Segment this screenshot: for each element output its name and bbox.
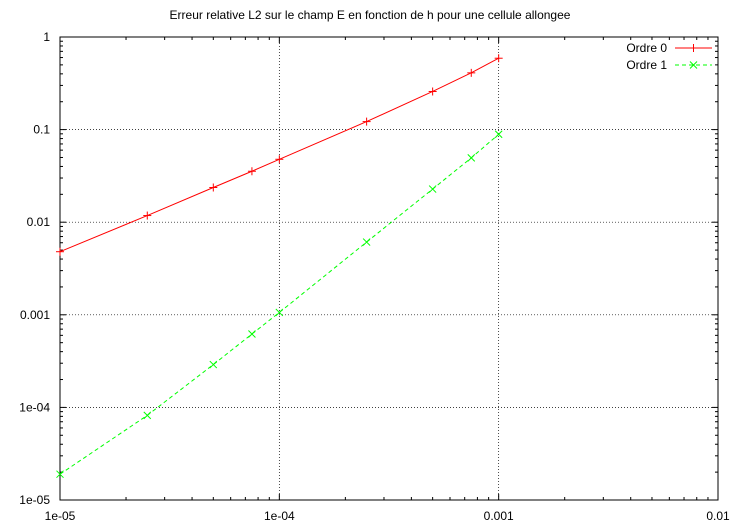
- axes: [59, 36, 719, 501]
- chart-title: Erreur relative L2 sur le champ E en fon…: [170, 8, 571, 22]
- legend-label: Ordre 0: [626, 41, 667, 55]
- legend-marker: [689, 61, 698, 69]
- y-axis-ticks: 1e-05 1e-04 0.001 0.01 0.1 1: [19, 30, 718, 507]
- x-tick-label: 0.01: [706, 509, 730, 523]
- series-line: [59, 133, 499, 475]
- y-tick-label: 1e-05: [19, 493, 50, 507]
- x-tick-label: 0.001: [484, 509, 514, 523]
- data-point: [143, 411, 152, 420]
- data-point: [248, 330, 256, 338]
- data-point: [467, 154, 476, 162]
- data-point: [494, 54, 503, 63]
- data-point: [467, 68, 476, 77]
- x-tick-label: 1e-04: [264, 509, 295, 523]
- y-tick-label: 1: [43, 30, 50, 44]
- data-point: [143, 211, 152, 220]
- grid: [60, 37, 718, 500]
- data-point: [209, 183, 218, 192]
- data-point: [428, 87, 437, 96]
- series-2: [56, 130, 503, 479]
- legend-label: Ordre 1: [626, 58, 667, 72]
- x-tick-label: 1e-05: [45, 509, 76, 523]
- data-point: [275, 155, 284, 164]
- data-point: [247, 167, 256, 176]
- data-point: [275, 308, 284, 317]
- y-tick-label: 0.1: [33, 123, 50, 137]
- y-tick-label: 0.001: [20, 308, 50, 322]
- x-axis-ticks: 1e-05 1e-04 0.001 0.01: [45, 37, 730, 523]
- data-point: [494, 130, 503, 139]
- data-point: [428, 185, 437, 193]
- series-layer: [56, 54, 503, 479]
- legend-marker: [689, 44, 698, 52]
- data-point: [56, 470, 64, 479]
- data-point: [56, 247, 64, 256]
- y-tick-label: 0.01: [27, 215, 51, 229]
- data-point: [209, 360, 218, 369]
- legend: Ordre 0 Ordre 1: [626, 41, 712, 72]
- data-point: [362, 117, 371, 126]
- series-1: [56, 54, 503, 256]
- plot-frame: [59, 36, 719, 501]
- data-point: [362, 238, 371, 246]
- y-tick-label: 1e-04: [19, 400, 50, 414]
